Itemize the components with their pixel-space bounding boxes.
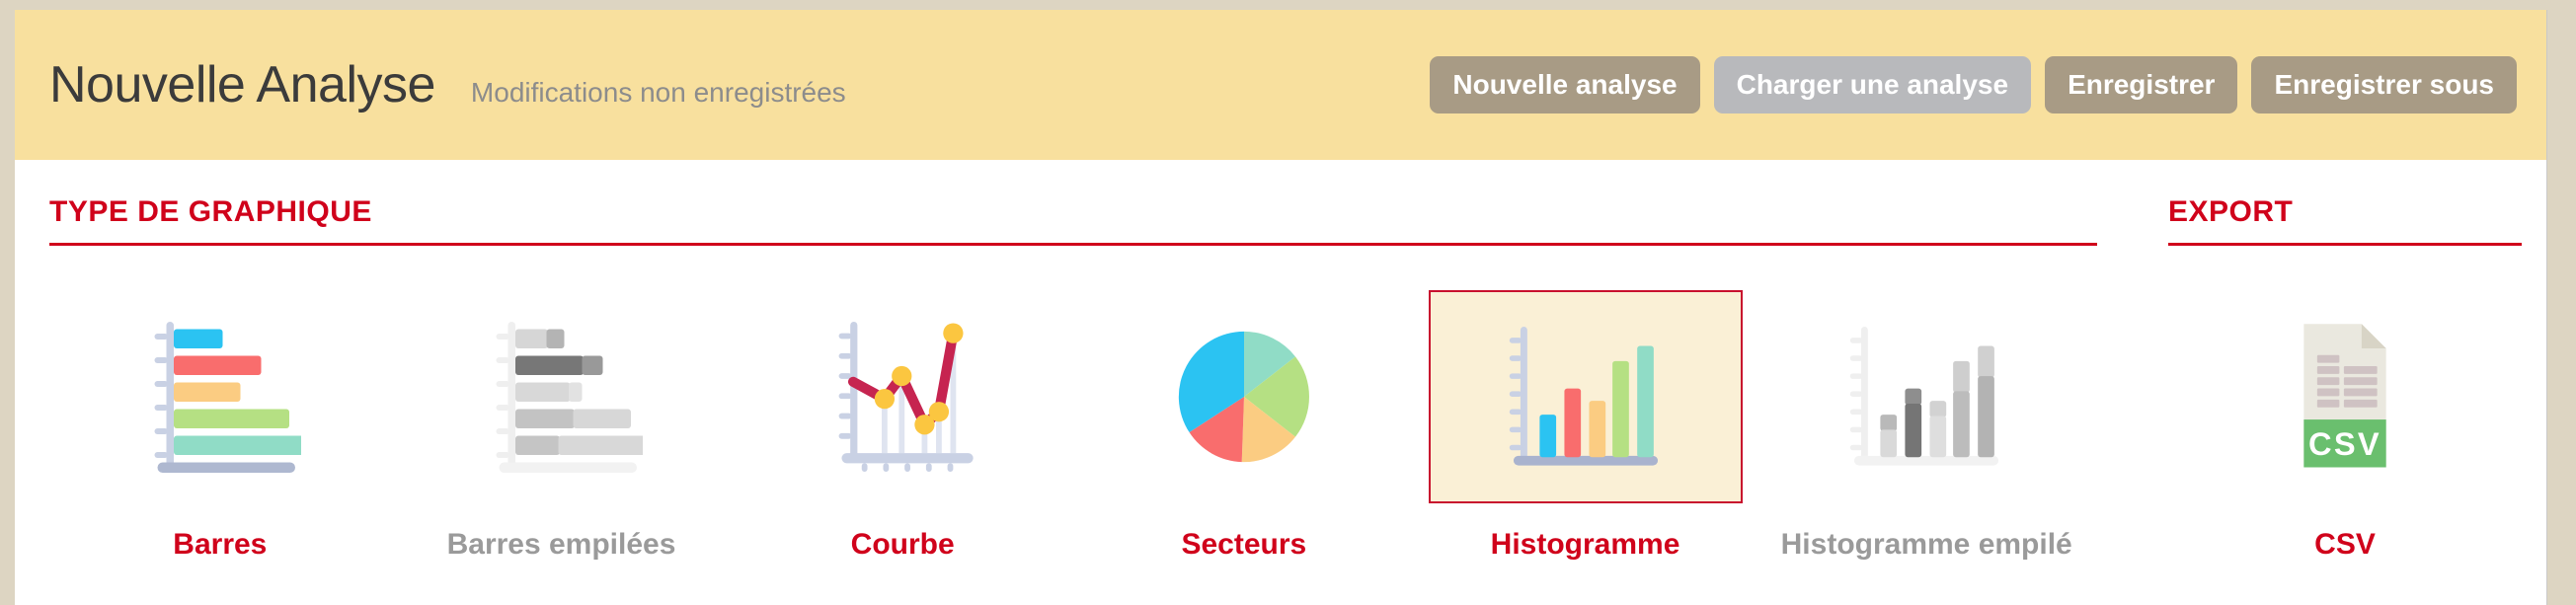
unsaved-changes-status: Modifications non enregistrées (470, 77, 846, 108)
chart-type-section-title: TYPE DE GRAPHIQUE (49, 195, 2097, 246)
header-bar: Nouvelle Analyse Modifications non enreg… (15, 10, 2546, 160)
histogram-chart-icon (1509, 327, 1658, 466)
chart-type-option-barres[interactable]: Barres (49, 289, 391, 562)
export-option-csv[interactable]: CSV CSV (2168, 289, 2522, 562)
csv-file-icon: CSV (2303, 324, 2386, 468)
selected-chart-type-frame (1428, 290, 1743, 503)
stacked-bars-chart-icon (496, 321, 643, 473)
chart-type-option-histogramme[interactable]: Histogramme (1415, 289, 1756, 562)
chart-type-options: Barres (49, 289, 2097, 562)
chart-type-option-histogramme-empile[interactable]: Histogramme empilé (1756, 289, 2097, 562)
export-options: CSV CSV (2168, 289, 2522, 562)
new-analysis-button[interactable]: Nouvelle analyse (1430, 56, 1700, 113)
export-option-label: CSV (2314, 528, 2376, 561)
pie-chart-icon (1178, 331, 1309, 463)
main-content: TYPE DE GRAPHIQUE (15, 160, 2546, 562)
page-title: Nouvelle Analyse (49, 56, 435, 113)
chart-type-label: Barres empilées (446, 528, 676, 561)
save-as-button[interactable]: Enregistrer sous (2251, 56, 2517, 113)
chart-type-label: Barres (173, 528, 268, 561)
chart-type-label: Courbe (850, 528, 955, 561)
chart-type-option-secteurs[interactable]: Secteurs (1073, 289, 1415, 562)
chart-type-section: TYPE DE GRAPHIQUE (49, 195, 2097, 562)
export-section: EXPORT (2168, 195, 2522, 562)
chart-type-label: Secteurs (1181, 528, 1307, 561)
csv-icon-text: CSV (2308, 425, 2381, 462)
bars-chart-icon (154, 321, 302, 473)
chart-type-label: Histogramme empilé (1780, 528, 2072, 561)
chart-type-option-barres-empilees[interactable]: Barres empilées (391, 289, 733, 562)
line-chart-icon (838, 322, 974, 472)
load-analysis-button[interactable]: Charger une analyse (1713, 56, 2032, 113)
save-button[interactable]: Enregistrer (2045, 56, 2238, 113)
app-window: Nouvelle Analyse Modifications non enreg… (15, 10, 2547, 605)
export-section-title: EXPORT (2168, 195, 2522, 246)
chart-type-label: Histogramme (1490, 528, 1680, 561)
stacked-histogram-chart-icon (1849, 327, 1999, 466)
header-actions: Nouvelle analyse Charger une analyse Enr… (1430, 56, 2517, 113)
header-titles: Nouvelle Analyse Modifications non enreg… (49, 55, 1430, 114)
chart-type-option-courbe[interactable]: Courbe (732, 289, 1073, 562)
